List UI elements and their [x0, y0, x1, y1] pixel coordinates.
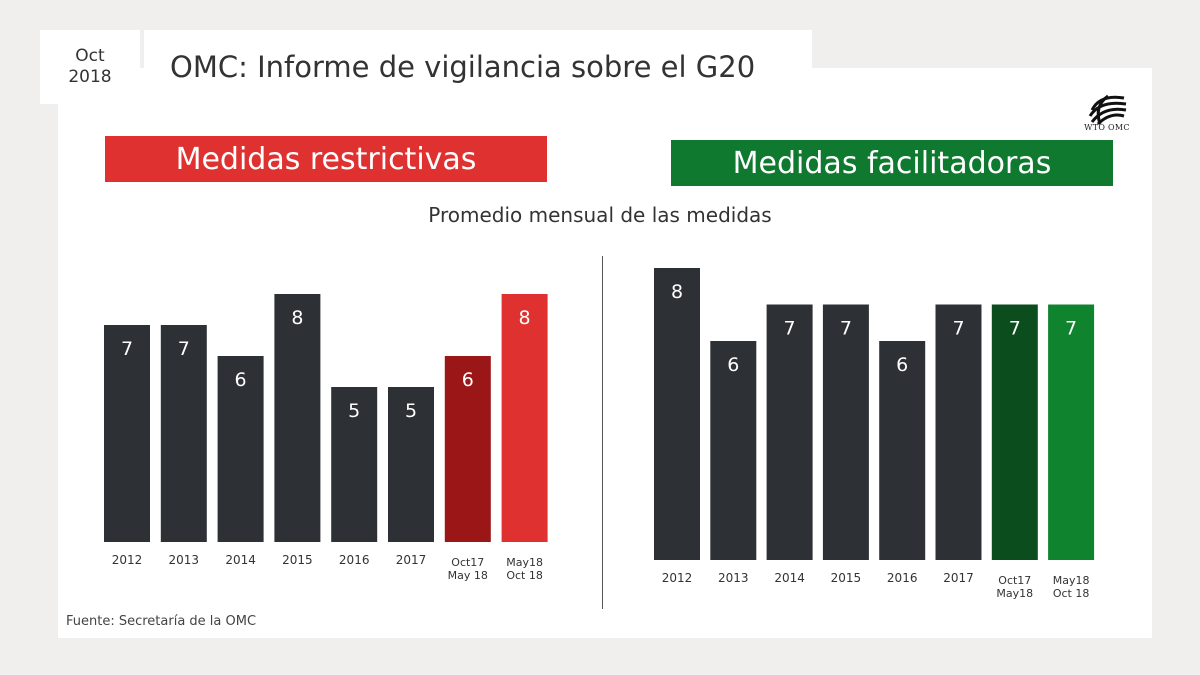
restrictive-value-label-5: 5: [405, 400, 417, 422]
restrictive-bar-4: [331, 387, 378, 542]
facilitating-value-label-7: 7: [1065, 318, 1077, 340]
restrictive-category-label-1: 2013: [169, 553, 200, 567]
restrictive-bar-3: [274, 294, 321, 542]
restrictive-category-label-7-line-0: May18: [506, 556, 543, 569]
date-month: Oct: [75, 46, 105, 66]
restrictive-value-label-4: 5: [348, 400, 360, 422]
restrictive-category-label-6-line-1: May 18: [448, 569, 488, 582]
restrictive-category-label-4: 2016: [339, 553, 370, 567]
wto-logo-icon: [1088, 94, 1127, 126]
restrictive-value-label-1: 7: [178, 338, 190, 360]
restrictive-bar-2: [217, 356, 264, 542]
restrictive-value-label-3: 8: [291, 307, 303, 329]
facilitating-bar-7: [1048, 304, 1095, 560]
facilitating-bar-2: [766, 304, 813, 560]
facilitating-value-label-5: 7: [952, 318, 964, 340]
facilitating-bar-3: [822, 304, 869, 560]
facilitating-banner-label: Medidas facilitadoras: [732, 145, 1052, 181]
restrictive-category-label-2: 2014: [225, 553, 256, 567]
facilitating-category-label-5: 2017: [943, 571, 974, 585]
facilitating-banner: Medidas facilitadoras: [671, 140, 1113, 186]
facilitating-category-label-2: 2014: [774, 571, 805, 585]
restrictive-bar-5: [388, 387, 434, 542]
restrictive-bar-0: [104, 325, 150, 542]
facilitating-category-label-4: 2016: [887, 571, 918, 585]
chart-subtitle: Promedio mensual de las medidas: [428, 203, 772, 227]
chart-divider: [602, 256, 603, 609]
source-note: Fuente: Secretaría de la OMC: [66, 614, 257, 629]
facilitating-value-label-2: 7: [784, 318, 796, 340]
facilitating-bar-0: [654, 268, 700, 560]
date-year: 2018: [68, 67, 112, 87]
facilitating-bar-4: [879, 341, 926, 560]
facilitating-bar-5: [935, 304, 982, 560]
facilitating-value-label-0: 8: [671, 281, 683, 303]
restrictive-value-label-6: 6: [462, 369, 474, 391]
facilitating-category-label-6-line-1: May18: [996, 587, 1033, 600]
facilitating-bar-6: [991, 304, 1038, 560]
restrictive-category-label-5: 2017: [396, 553, 427, 567]
facilitating-value-label-6: 7: [1009, 318, 1021, 340]
restrictive-value-label-2: 6: [235, 369, 247, 391]
restrictive-bar-7: [501, 294, 548, 542]
restrictive-banner: Medidas restrictivas: [105, 136, 547, 182]
facilitating-bar-1: [710, 341, 757, 560]
restrictive-bar-6: [444, 356, 491, 542]
facilitating-value-label-1: 6: [727, 354, 739, 376]
restrictive-value-label-0: 7: [121, 338, 133, 360]
restrictive-bar-1: [160, 325, 207, 542]
facilitating-category-label-7-line-0: May18: [1053, 574, 1090, 587]
facilitating-category-label-3: 2015: [831, 571, 862, 585]
restrictive-category-label-3: 2015: [282, 553, 313, 567]
page-title-box: OMC: Informe de vigilancia sobre el G20: [144, 30, 812, 104]
facilitating-category-label-7-line-1: Oct 18: [1053, 587, 1090, 600]
date-box: Oct 2018: [40, 30, 140, 104]
restrictive-category-label-6-line-0: Oct17: [451, 556, 484, 569]
facilitating-value-label-4: 6: [896, 354, 908, 376]
facilitating-category-label-0: 2012: [662, 571, 693, 585]
page-title: OMC: Informe de vigilancia sobre el G20: [170, 50, 756, 84]
restrictive-category-label-7-line-1: Oct 18: [506, 569, 543, 582]
restrictive-banner-label: Medidas restrictivas: [175, 141, 477, 177]
facilitating-value-label-3: 7: [840, 318, 852, 340]
logo-text: WTO OMC: [1084, 123, 1130, 132]
restrictive-category-label-0: 2012: [112, 553, 143, 567]
facilitating-category-label-1: 2013: [718, 571, 749, 585]
facilitating-category-label-6-line-0: Oct17: [998, 574, 1031, 587]
restrictive-value-label-7: 8: [519, 307, 531, 329]
